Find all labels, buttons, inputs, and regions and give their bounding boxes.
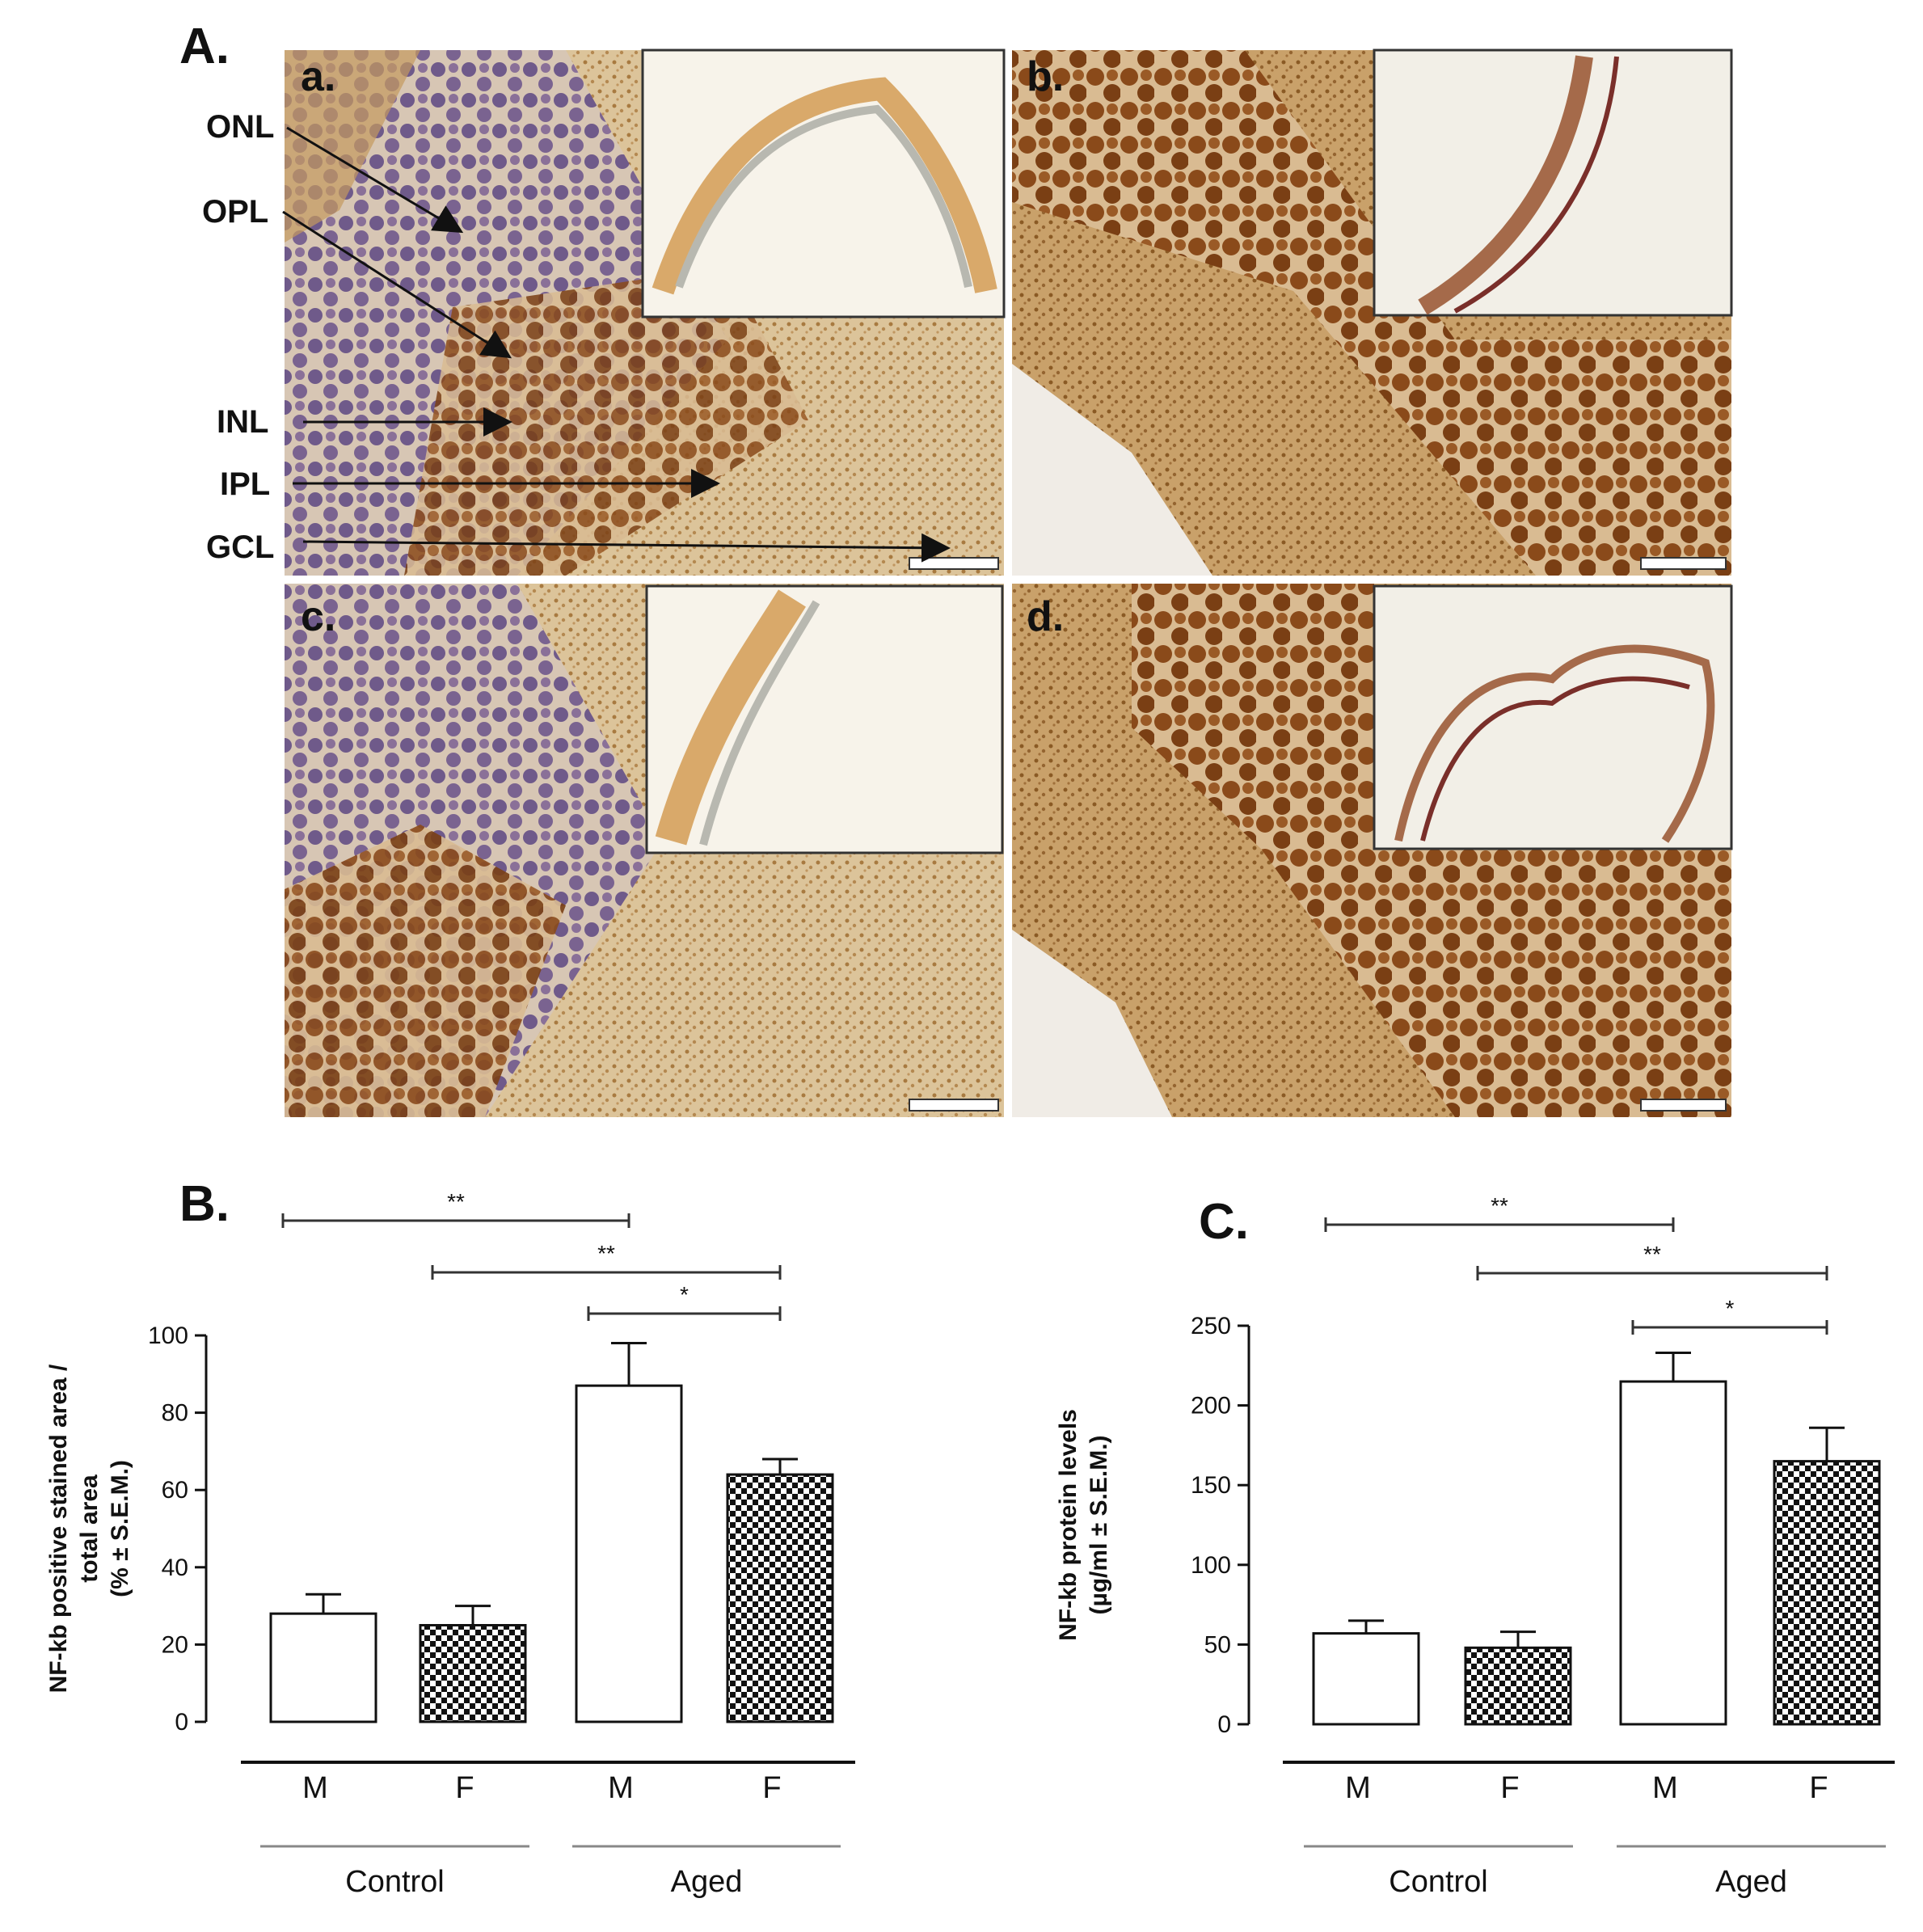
significance-label: * — [680, 1282, 689, 1307]
y-tick-label: 60 — [162, 1477, 188, 1504]
category-label: M — [302, 1771, 328, 1805]
bar — [1312, 1632, 1420, 1726]
arrow-gcl — [302, 533, 951, 563]
micrograph-d-label: d. — [1027, 593, 1064, 640]
layer-label-onl: ONL — [206, 109, 274, 145]
bar — [269, 1612, 377, 1723]
y-tick-label: 200 — [1191, 1393, 1231, 1419]
bar — [1619, 1380, 1727, 1726]
y-axis-title-line: NF-kb positive stained area / — [45, 1364, 72, 1693]
category-label: F — [1809, 1771, 1828, 1805]
category-label: M — [1652, 1771, 1678, 1805]
y-tick-label: 20 — [162, 1631, 188, 1658]
arrow-onl — [286, 126, 464, 234]
y-tick-label: 0 — [175, 1709, 188, 1736]
category-label: F — [455, 1771, 474, 1805]
group-label: Aged — [1715, 1865, 1787, 1899]
significance-label: * — [1726, 1296, 1735, 1321]
y-axis-title-line: total area — [76, 1474, 103, 1583]
significance-label: ** — [597, 1241, 615, 1266]
bar — [419, 1624, 527, 1723]
y-axis-title-line: NF-kb protein levels — [1055, 1409, 1082, 1641]
layer-label-inl: INL — [217, 404, 268, 440]
y-tick-label: 100 — [148, 1322, 188, 1349]
category-label: M — [608, 1771, 634, 1805]
bar — [1464, 1646, 1572, 1726]
micrograph-c: c. — [285, 584, 1004, 1117]
y-tick-label: 50 — [1204, 1631, 1231, 1658]
layer-annotations: ONL OPL INL IPL GCL — [202, 109, 951, 565]
layer-label-ipl: IPL — [220, 466, 270, 502]
group-label: Control — [345, 1865, 445, 1899]
category-label: F — [762, 1771, 781, 1805]
group-label: Aged — [671, 1865, 743, 1899]
group-label: Control — [1389, 1865, 1488, 1899]
panel-a-label: A. — [179, 19, 230, 74]
bar — [726, 1473, 834, 1723]
y-axis-title-line: (µg/ml ± S.E.M.) — [1086, 1435, 1112, 1614]
y-tick-label: 150 — [1191, 1472, 1231, 1499]
y-axis-title-line: (% ± S.E.M.) — [107, 1460, 133, 1597]
bar — [575, 1384, 683, 1723]
arrow-opl — [282, 210, 512, 359]
y-tick-label: 250 — [1191, 1313, 1231, 1339]
micrograph-a: a. — [285, 49, 1006, 576]
micrograph-b-label: b. — [1027, 53, 1064, 100]
significance-label: ** — [447, 1189, 465, 1214]
y-tick-label: 0 — [1217, 1711, 1231, 1738]
chart-c: C. 0 50 100 150 200 250 NF-kb protein levels (µg… — [1055, 1193, 1895, 1899]
layer-label-gcl: GCL — [206, 529, 274, 565]
y-tick-label: 40 — [162, 1554, 188, 1581]
chart-panel-label: B. — [179, 1176, 230, 1232]
y-tick-label: 100 — [1191, 1552, 1231, 1579]
significance-label: ** — [1491, 1193, 1508, 1218]
micrograph-d: d. — [1012, 584, 1733, 1117]
y-tick-label: 80 — [162, 1400, 188, 1427]
layer-label-opl: OPL — [202, 194, 268, 230]
chart-panel-label: C. — [1199, 1194, 1249, 1250]
micrograph-c-label: c. — [301, 593, 335, 640]
micrograph-b: b. — [1012, 49, 1733, 576]
category-label: M — [1345, 1771, 1371, 1805]
bar — [1773, 1460, 1881, 1726]
significance-label: ** — [1643, 1242, 1661, 1267]
chart-b: B. 0 20 40 60 80 100 NF-kb positive stained are… — [45, 1176, 855, 1899]
micrograph-a-label: a. — [301, 53, 335, 100]
category-label: F — [1500, 1771, 1519, 1805]
